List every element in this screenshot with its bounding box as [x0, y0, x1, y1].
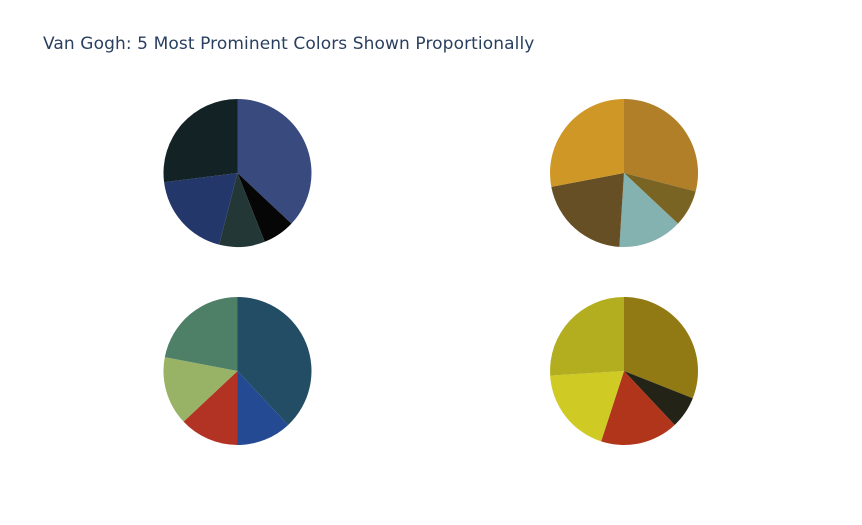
pie-2-slice-2[interactable] — [624, 173, 696, 224]
pie-1-slice-2[interactable] — [237, 173, 292, 242]
pie-4-slice-3[interactable] — [601, 371, 675, 446]
pie-3-slice-1[interactable] — [237, 297, 312, 425]
chart-title: Van Gogh: 5 Most Prominent Colors Shown … — [43, 34, 535, 54]
pie-chart-bottom-left — [163, 297, 312, 445]
pie-2-slice-3[interactable] — [619, 173, 678, 247]
pie-4-slice-2[interactable] — [624, 371, 693, 425]
pie-chart-top-right — [549, 99, 699, 247]
pie-3-slice-5[interactable] — [164, 297, 238, 371]
pie-2-slice-4[interactable] — [551, 173, 624, 247]
pie-chart-bottom-right — [550, 297, 698, 446]
pie-4-slice-5[interactable] — [550, 297, 624, 376]
pie-1-slice-5[interactable] — [163, 99, 238, 183]
pie-1-slice-3[interactable] — [219, 173, 265, 248]
pie-3-slice-2[interactable] — [237, 371, 289, 445]
pie-1-slice-4[interactable] — [164, 173, 238, 245]
pie-4-slice-1[interactable] — [624, 297, 698, 399]
pie-2-slice-5[interactable] — [549, 99, 624, 187]
pie-chart-top-left — [163, 99, 312, 248]
pie-3-slice-4[interactable] — [163, 357, 238, 422]
pie-4-slice-4[interactable] — [550, 371, 624, 442]
pie-2-slice-1[interactable] — [624, 99, 699, 192]
pie-1-slice-1[interactable] — [237, 99, 312, 224]
pie-3-slice-3[interactable] — [183, 371, 238, 445]
